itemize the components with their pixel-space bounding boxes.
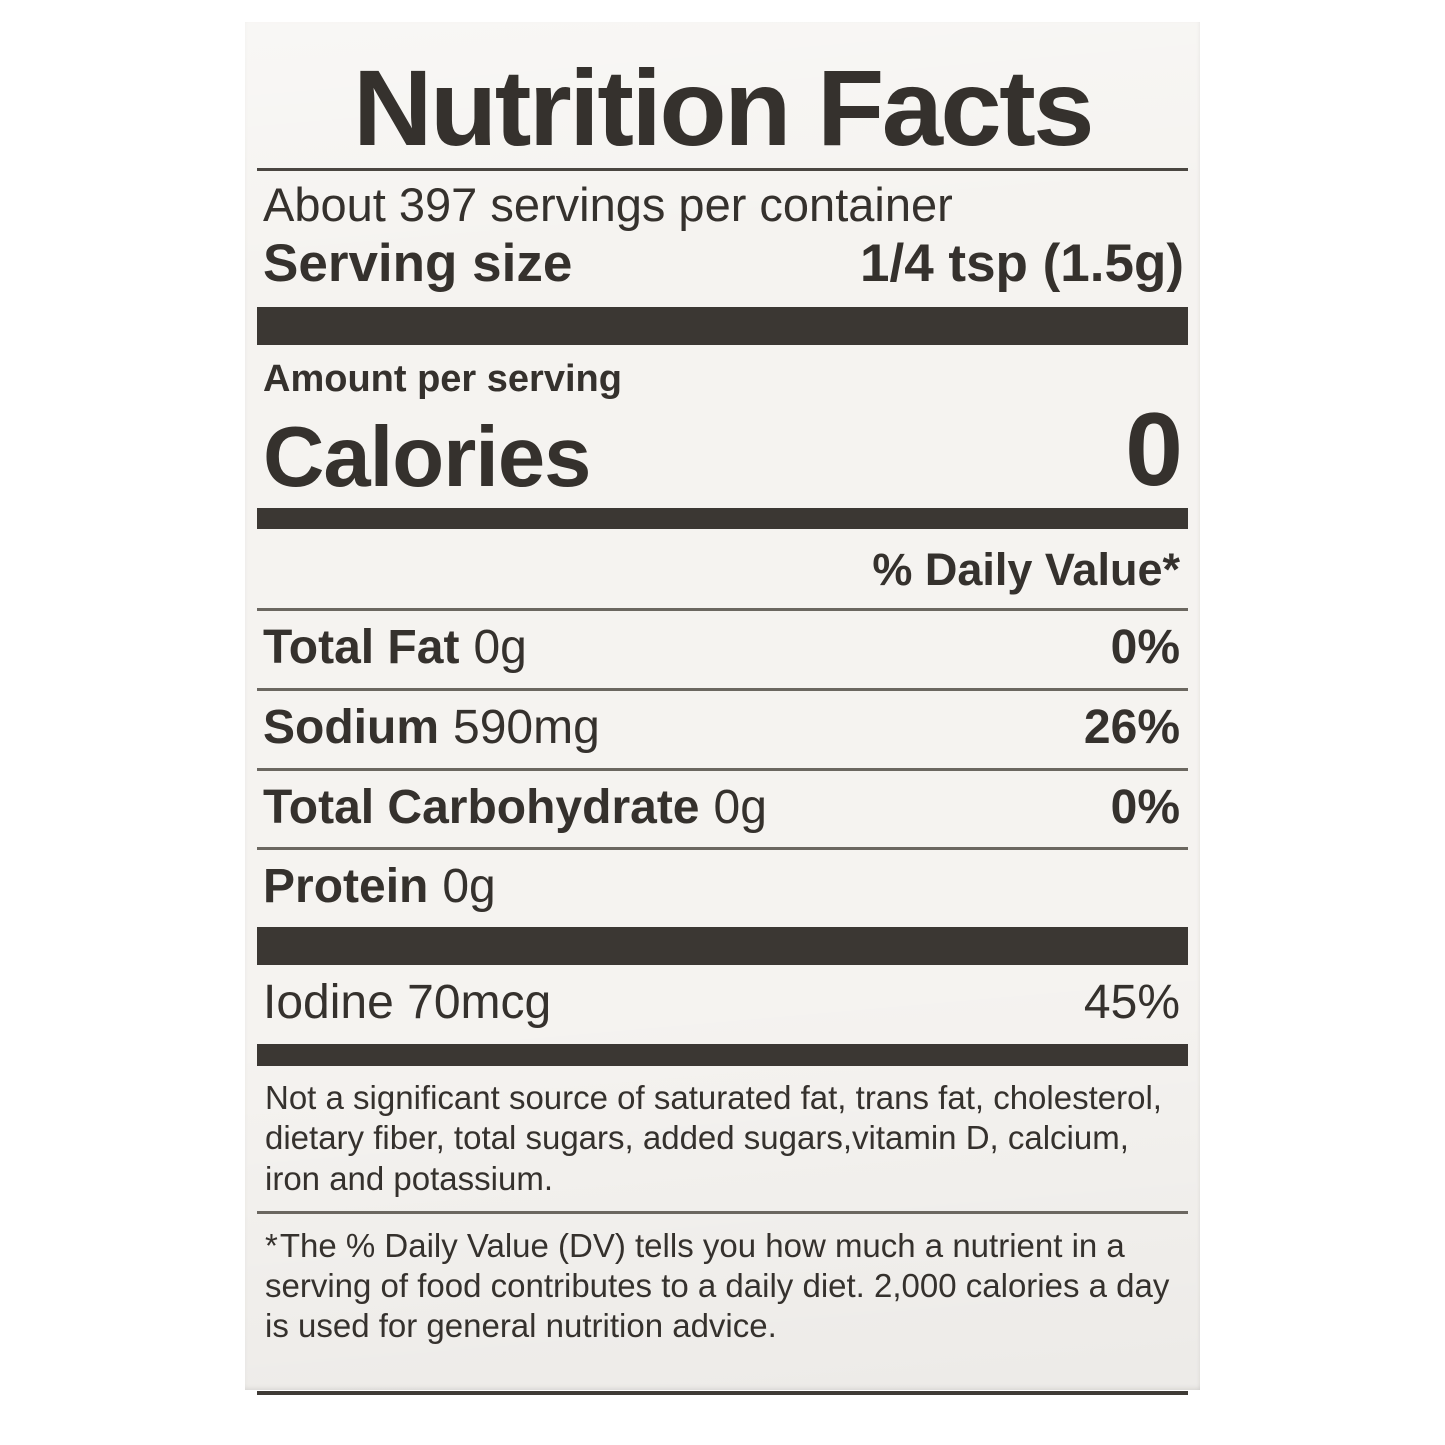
daily-value-header: % Daily Value*: [872, 543, 1180, 595]
nutrient-name: Total Carbohydrate: [263, 780, 700, 834]
title-divider: [257, 168, 1188, 171]
table-row: Total Fat 0g 0%: [257, 611, 1188, 688]
serving-size-label: Serving size: [263, 233, 573, 293]
micronutrient-name-amount: Iodine 70mcg: [263, 976, 552, 1030]
footnote-asterisk: *: [265, 1226, 278, 1264]
nutrient-amount: 0g: [442, 860, 496, 914]
table-row: Protein 0g: [257, 850, 1188, 927]
not-significant-source-note: Not a significant source of saturated fa…: [265, 1079, 1162, 1197]
serving-size-row: Serving size 1/4 tsp (1.5g): [257, 232, 1188, 307]
footnote-text: The % Daily Value (DV) tells you how muc…: [265, 1226, 1170, 1345]
nutrient-name-amount: Sodium 590mg: [263, 700, 600, 755]
nutrient-amount: 0g: [713, 780, 767, 834]
rule-before-sodium: [257, 687, 1188, 691]
nutrient-name: Sodium: [263, 700, 439, 754]
thick-divider-before-iodine: [257, 927, 1188, 966]
nutrient-name-amount: Total Fat 0g: [263, 621, 527, 675]
amount-per-serving-label: Amount per serving: [263, 357, 622, 400]
rule-before-dv-footnote: [257, 1210, 1188, 1214]
bar-after-calories: [257, 507, 1188, 529]
nutrient-amount: 590mg: [453, 700, 600, 754]
rule-before-total-fat: [257, 608, 1188, 612]
micronutrient-daily-value: 45%: [1083, 976, 1180, 1030]
rule-before-protein: [257, 847, 1188, 851]
panel-bottom-border: [257, 1390, 1188, 1395]
nutrient-amount: 0g: [473, 621, 527, 675]
nutrient-name: Protein: [263, 860, 429, 914]
calories-row: Calories 0: [257, 391, 1188, 508]
serving-size-value: 1/4 tsp (1.5g): [860, 233, 1184, 293]
thick-divider-after-iodine: [257, 1044, 1188, 1067]
rule-before-total-carbohydrate: [257, 767, 1188, 771]
nutrient-daily-value: 0%: [1110, 780, 1180, 834]
nutrient-name-amount: Total Carbohydrate 0g: [263, 780, 767, 835]
table-row: Sodium 590mg 26%: [257, 691, 1188, 768]
calories-label: Calories: [263, 409, 591, 505]
nutrient-daily-value: 0%: [1110, 621, 1180, 675]
nutrient-daily-value: 26%: [1083, 700, 1180, 754]
servings-per-container: About 397 servings per container: [263, 178, 953, 231]
nutrition-facts-panel: Nutrition Facts About 397 servings per c…: [245, 22, 1200, 1395]
micronutrient-row: Iodine 70mcg 45%: [257, 965, 1188, 1044]
nutrient-name: Total Fat: [263, 621, 460, 675]
page-title: Nutrition Facts: [352, 47, 1095, 168]
daily-value-footnote: *The % Daily Value (DV) tells you how mu…: [257, 1214, 1188, 1357]
calories-value: 0: [1125, 391, 1183, 508]
table-row: Total Carbohydrate 0g 0%: [257, 771, 1188, 848]
thick-divider-after-serving-size: [257, 306, 1188, 345]
nutrient-name-amount: Protein 0g: [263, 861, 496, 914]
